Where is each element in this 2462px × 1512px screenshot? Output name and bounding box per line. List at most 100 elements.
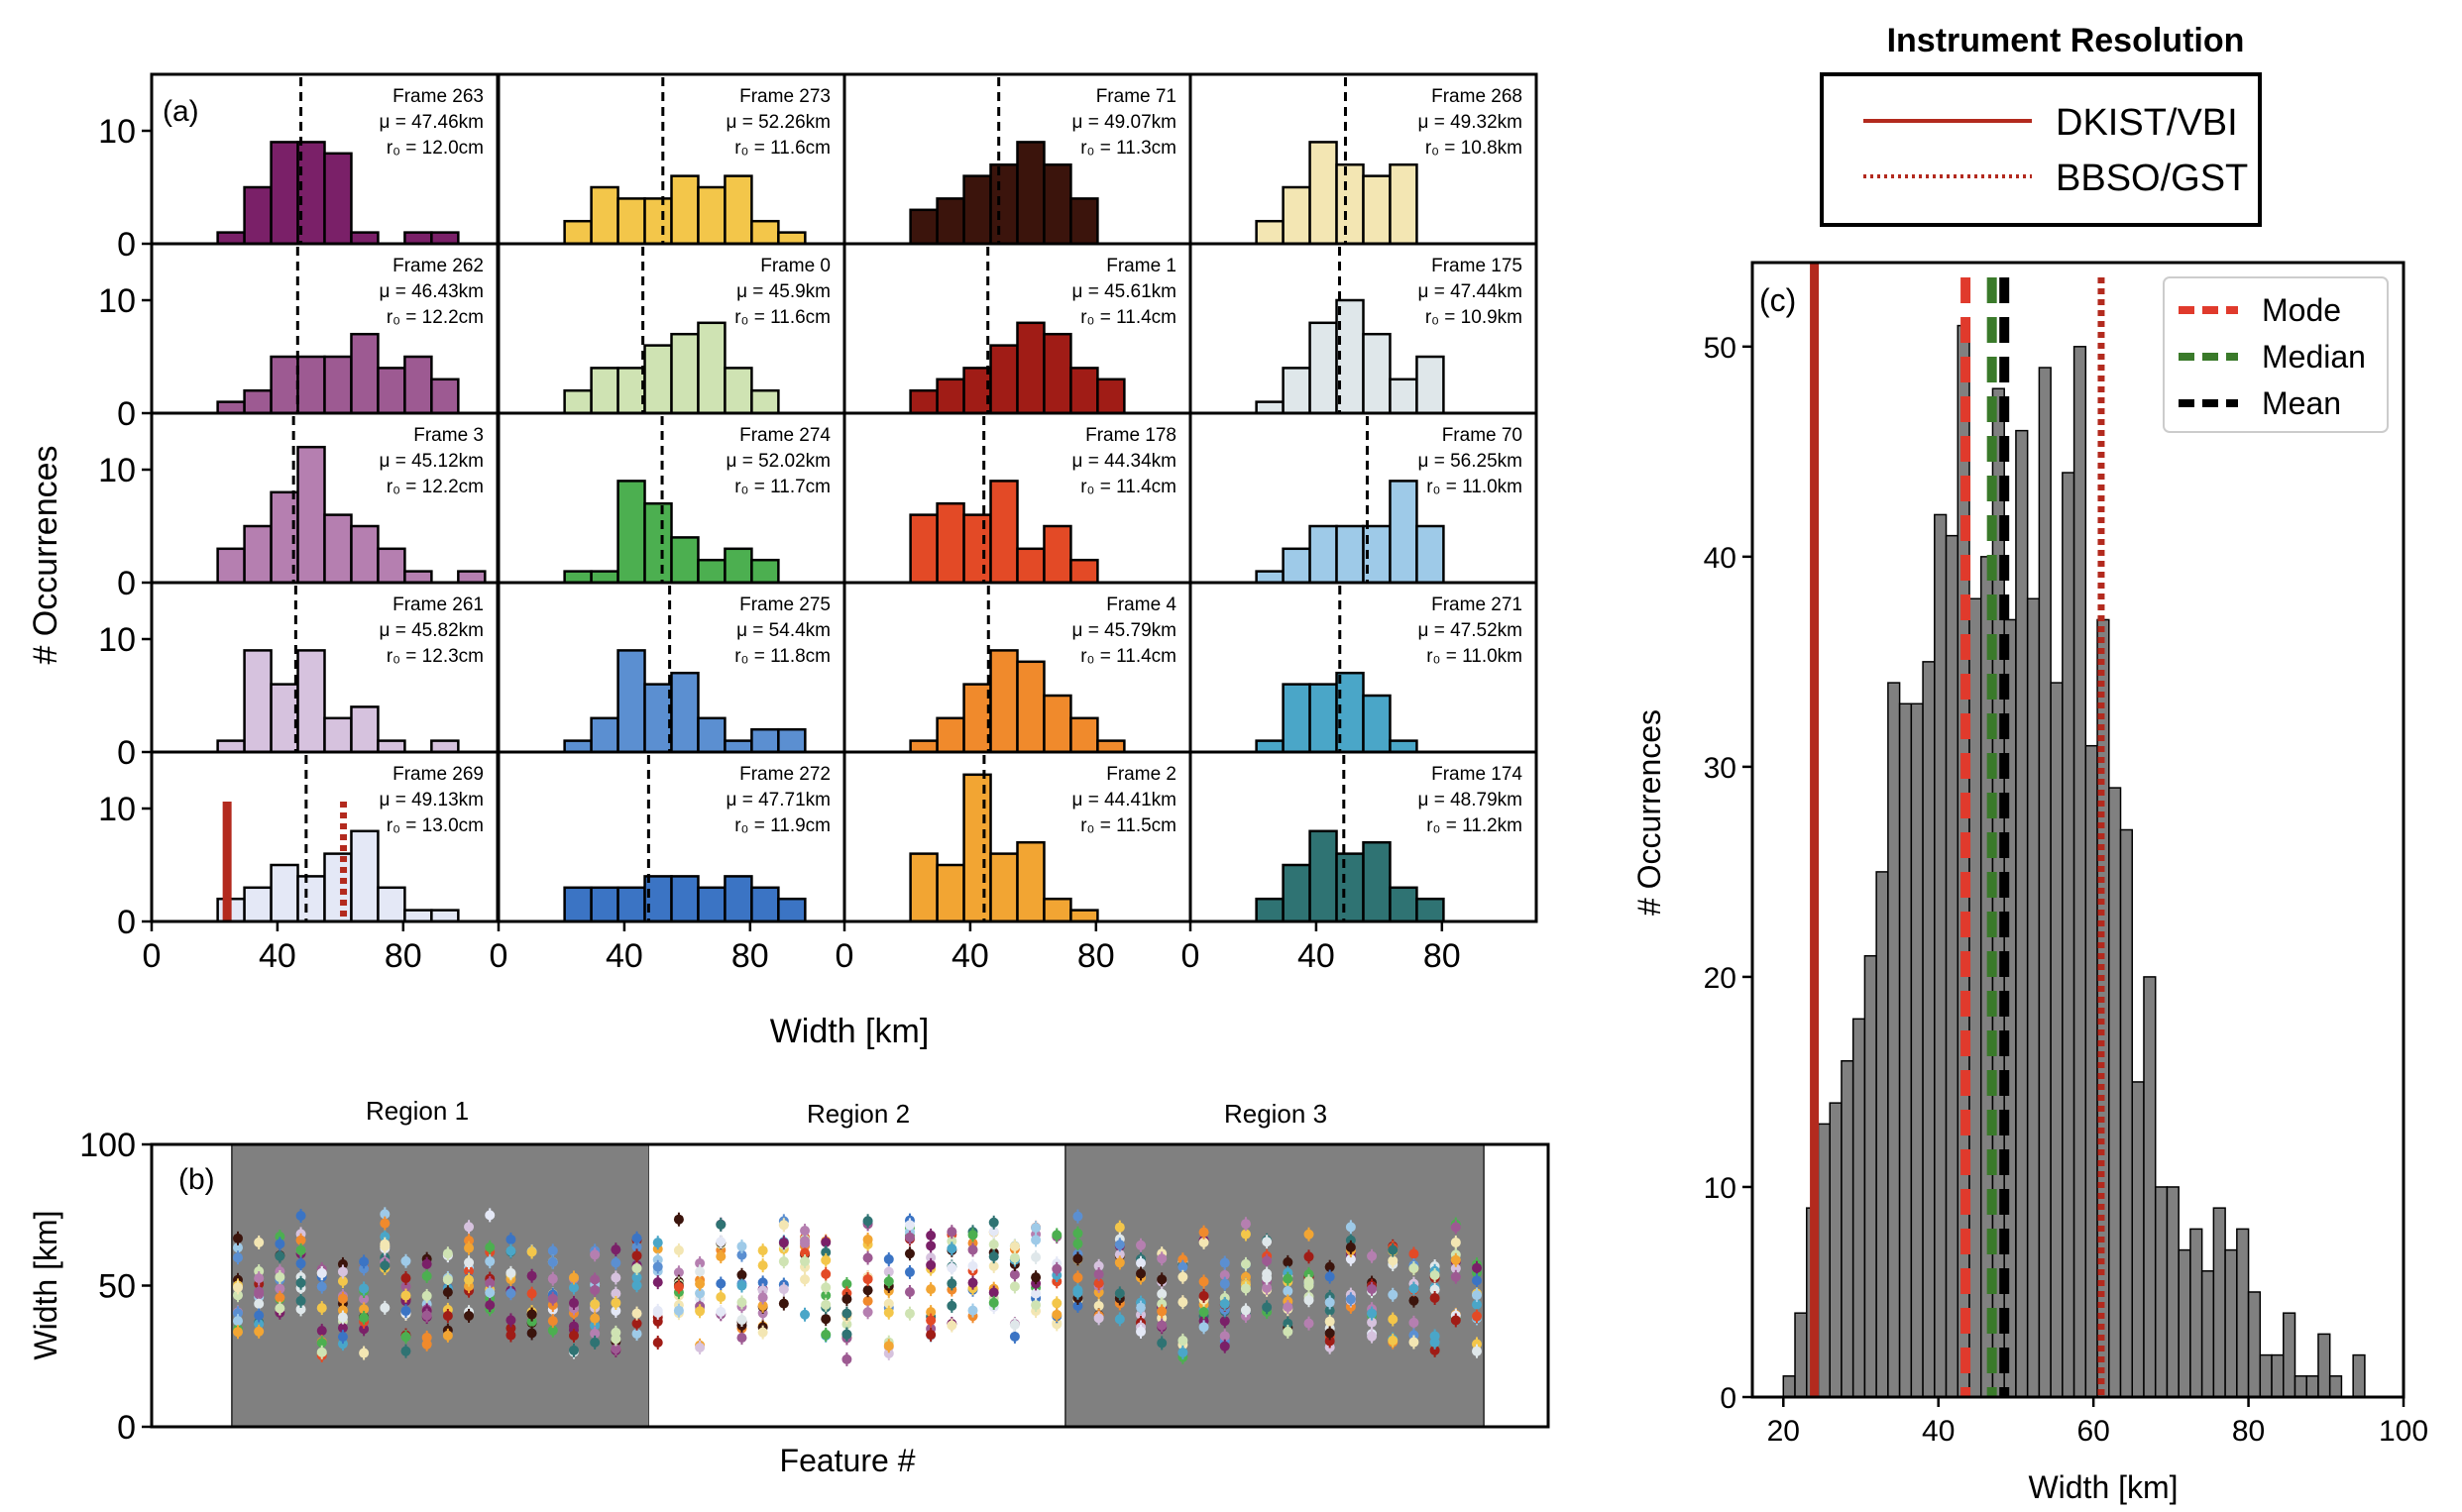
histogram-bar <box>1282 863 1311 923</box>
feature-point <box>716 1292 727 1303</box>
histogram-cell: Frame 261 μ = 45.82km r₀ = 12.3cm <box>150 581 500 754</box>
feature-point <box>736 1241 747 1251</box>
feature-point <box>233 1282 243 1293</box>
feature-point <box>254 1273 265 1284</box>
histogram-bar <box>1968 597 1982 1398</box>
histogram-bar <box>323 716 353 754</box>
x-tick-label: 0 <box>490 937 508 975</box>
x-tick-label: 80 <box>731 937 769 975</box>
histogram-bar <box>1096 739 1126 754</box>
feature-point <box>862 1274 873 1285</box>
feature-point <box>1240 1258 1251 1269</box>
feature-point <box>611 1288 621 1299</box>
feature-point <box>233 1290 243 1301</box>
feature-point <box>568 1282 579 1293</box>
y-tick-label: 0 <box>117 734 136 772</box>
y-tick-label: 0 <box>117 1409 136 1447</box>
panel-c-label: (c) <box>1759 282 1796 318</box>
histogram-bar <box>616 480 646 585</box>
stats-legend-box <box>2163 276 2389 433</box>
feature-point <box>1324 1261 1335 1272</box>
histogram-bar <box>2154 1186 2169 1398</box>
histogram-bar <box>697 558 727 585</box>
feature-point <box>337 1266 348 1277</box>
histogram-bar <box>403 909 433 923</box>
feature-point <box>1114 1249 1125 1260</box>
region-band <box>649 1144 1065 1427</box>
feature-point <box>1177 1261 1188 1272</box>
x-tick-label: 40 <box>1922 1415 1955 1448</box>
histogram-cell: Frame 71 μ = 49.07km r₀ = 11.3cm <box>842 72 1192 246</box>
feature-point <box>1198 1237 1209 1247</box>
feature-point <box>1093 1300 1104 1311</box>
feature-point <box>590 1284 601 1295</box>
feature-point <box>695 1343 706 1353</box>
feature-point <box>821 1254 832 1265</box>
frame-label: Frame 4 <box>1106 594 1176 615</box>
feature-point <box>1072 1253 1083 1264</box>
feature-point <box>275 1292 285 1303</box>
histogram-bar <box>243 886 273 923</box>
feature-point <box>757 1260 768 1271</box>
histogram-bar <box>1829 1102 1843 1398</box>
r0-value-label: r₀ = 10.9km <box>1425 307 1522 328</box>
histogram-bar <box>2119 828 2133 1398</box>
y-tick-label: 100 <box>79 1127 136 1164</box>
feature-point <box>590 1249 601 1260</box>
histogram-bar <box>936 501 965 585</box>
feature-point <box>380 1260 391 1271</box>
feature-point <box>485 1277 496 1288</box>
feature-point <box>652 1316 663 1327</box>
histogram-bar <box>243 649 273 754</box>
y-tick-label: 10 <box>98 282 136 320</box>
histogram-bar <box>430 231 460 246</box>
feature-point <box>841 1319 852 1330</box>
feature-point <box>673 1267 684 1278</box>
y-tick-label: 20 <box>1704 962 1736 995</box>
y-tick-label: 10 <box>98 791 136 828</box>
feature-point <box>1408 1337 1419 1348</box>
histogram-bar <box>243 388 273 415</box>
feature-point <box>1136 1240 1147 1250</box>
mean-value-label: μ = 47.44km <box>1418 281 1522 302</box>
histogram-bar <box>724 174 753 246</box>
frame-label: Frame 1 <box>1106 256 1176 276</box>
feature-point <box>800 1309 811 1320</box>
histogram-bar <box>1069 716 1099 754</box>
feature-point <box>485 1300 496 1311</box>
feature-point <box>590 1328 601 1339</box>
feature-point <box>1031 1300 1042 1311</box>
feature-point <box>1408 1248 1419 1259</box>
mean-value-label: μ = 49.32km <box>1418 112 1522 133</box>
histogram-bar <box>962 367 992 415</box>
histogram-bar <box>1043 524 1072 585</box>
histogram-bar <box>2131 1081 2145 1398</box>
mean-value-label: μ = 45.12km <box>380 451 484 472</box>
feature-point <box>904 1286 915 1297</box>
feature-point <box>736 1249 747 1260</box>
histogram-bar <box>1841 1059 1854 1398</box>
histogram-bar <box>1922 661 1936 1398</box>
feature-point <box>926 1307 937 1318</box>
histogram-bar <box>750 219 780 246</box>
feature-point <box>442 1274 453 1285</box>
feature-point <box>1388 1335 1399 1346</box>
panel-c-xlabel: Width [km] <box>2028 1469 2178 1505</box>
r0-value-label: r₀ = 12.2cm <box>387 307 484 328</box>
y-tick-label: 10 <box>98 452 136 489</box>
feature-point <box>547 1256 558 1267</box>
feature-point <box>800 1247 811 1258</box>
panel-c: 20 40 60 80 100 0 10 20 30 40 50 <box>1704 261 2428 1448</box>
feature-point <box>821 1237 832 1247</box>
feature-point <box>611 1244 621 1255</box>
histogram-bar <box>377 739 406 754</box>
feature-point <box>1429 1292 1440 1303</box>
histogram-bar <box>616 197 646 246</box>
histogram-bar <box>750 886 780 923</box>
histogram-bar <box>936 378 965 415</box>
feature-point <box>485 1242 496 1252</box>
feature-point <box>736 1269 747 1280</box>
feature-point <box>1136 1302 1147 1313</box>
feature-point <box>1388 1244 1399 1255</box>
panel-a: Frame 263 μ = 47.46km r₀ = 12.0cm 0 10 Frame … <box>98 72 1538 975</box>
